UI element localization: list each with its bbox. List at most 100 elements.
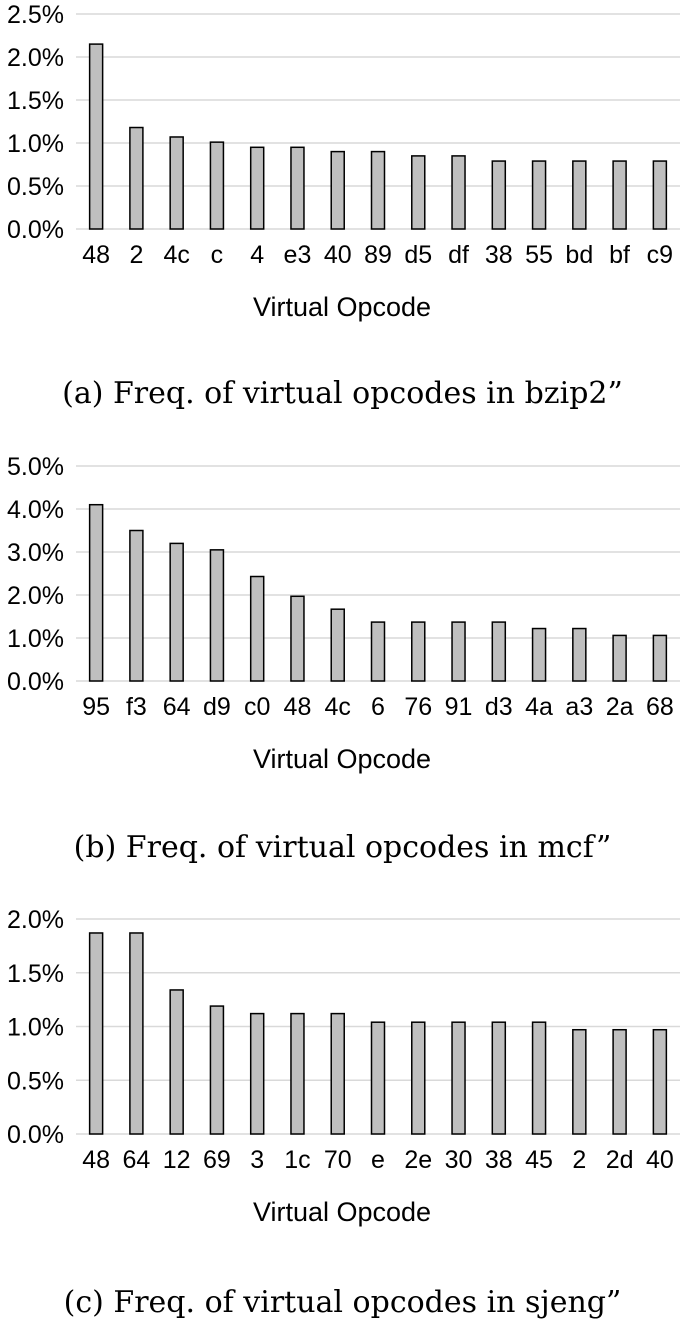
x-tick-label: 3 [250,1146,264,1174]
y-tick-label: 1.0% [7,130,64,158]
x-tick-label: 40 [324,241,352,269]
x-tick-label: 45 [525,1146,553,1174]
bar [290,146,305,230]
bar [451,621,466,682]
x-tick-label: 38 [485,1146,513,1174]
y-tick-label: 2.0% [7,44,64,72]
caption-mcf: (b) Freq. of virtual opcodes in mcf” [73,830,612,865]
x-tick-label: d3 [485,693,513,721]
x-tick-label: 4 [250,241,264,269]
bar [491,1021,507,1135]
bar [652,160,668,230]
y-tick-label: 1.5% [7,960,64,988]
bar [491,621,507,682]
bar [209,141,225,230]
bar [612,160,627,230]
x-tick-label: c0 [244,693,270,721]
bar [370,150,386,230]
x-tick-label: 30 [445,1146,473,1174]
bar [451,1021,466,1135]
x-tick-label: bd [565,241,593,269]
y-tick-label: 0.0% [7,668,64,696]
bar [249,146,265,230]
bar [572,160,587,230]
bar [249,575,265,682]
bar [411,155,426,230]
y-tick-label: 1.0% [7,1014,64,1042]
x-tick-label: 76 [404,693,432,721]
x-tick-label: 40 [646,1146,674,1174]
bar [88,43,104,230]
x-tick-label: 48 [82,241,110,269]
bar [370,1021,386,1135]
x-axis-title: Virtual Opcode [253,1197,431,1227]
x-tick-label: 64 [122,1146,150,1174]
y-tick-label: 2.0% [7,582,64,610]
y-tick-label: 3.0% [7,539,64,567]
bar [330,608,345,682]
x-tick-label: 69 [203,1146,231,1174]
bar [330,150,345,230]
y-tick-label: 0.5% [7,1067,64,1095]
bar [88,932,104,1135]
bar [531,1021,547,1135]
x-tick-label: 4a [525,693,553,721]
chart-bzip2: 0.0% 0.5% 1.0% 1.5% 2.0% 2.5% 48 2 4c c 4 e3 40 89 d5 d… [7,1,680,322]
x-axis-title: Virtual Opcode [253,744,431,774]
y-tick-label: 0.0% [7,1121,64,1149]
caption-bzip2: (a) Freq. of virtual opcodes in bzip2” [62,376,623,411]
x-tick-label: f3 [126,693,147,721]
y-tick-label: 4.0% [7,496,64,524]
x-tick-label: 48 [284,693,312,721]
bar [652,1028,668,1135]
x-tick-label: 1c [284,1146,310,1174]
x-tick-label: 91 [445,693,473,721]
x-tick-label: 70 [324,1146,352,1174]
y-tick-label: 1.0% [7,625,64,653]
y-tick-label: 1.5% [7,87,64,115]
x-tick-label: e [371,1146,385,1174]
caption-sjeng: (c) Freq. of virtual opcodes in sjeng” [63,1285,622,1320]
x-tick-label: 64 [163,693,191,721]
x-tick-label: c [211,241,224,269]
bar [290,1012,305,1135]
bar [411,621,426,682]
y-tick-label: 2.5% [7,1,64,29]
x-tick-label: 12 [163,1146,191,1174]
bar [612,1028,627,1135]
x-tick-label: c9 [647,241,673,269]
bar [612,634,627,682]
bar [572,1028,587,1135]
y-tick-label: 2.0% [7,906,64,934]
x-tick-label: df [448,241,469,269]
bar [169,542,184,682]
bar [88,503,104,682]
bar [370,621,386,682]
bar [451,155,466,230]
bar [652,634,668,682]
chart-sjeng: 0.0% 0.5% 1.0% 1.5% 2.0% 48 64 12 69 3 1c 70 e 2e 30 38… [7,906,680,1227]
x-tick-label: 2 [572,1146,586,1174]
bar [129,126,144,230]
x-tick-label: 2a [606,693,634,721]
x-tick-label: 89 [364,241,392,269]
chart-mcf: 0.0% 1.0% 2.0% 3.0% 4.0% 5.0% 95 f3 64 d9 c0 48 4c 6 7… [7,453,680,774]
bar [531,160,547,230]
x-tick-label: d9 [203,693,231,721]
x-tick-label: 2d [606,1146,634,1174]
bar [209,1005,225,1135]
bar [531,627,547,682]
x-tick-label: e3 [284,241,312,269]
x-tick-label: d5 [404,241,432,269]
bar [572,627,587,682]
y-tick-label: 0.0% [7,216,64,244]
bar [129,529,144,682]
x-tick-label: a3 [565,693,593,721]
x-tick-label: 4c [163,241,189,269]
bar [290,595,305,682]
x-tick-label: 6 [371,693,385,721]
bar [249,1012,265,1135]
x-tick-label: 55 [525,241,553,269]
x-axis-title: Virtual Opcode [253,292,431,322]
x-tick-label: 2e [404,1146,432,1174]
